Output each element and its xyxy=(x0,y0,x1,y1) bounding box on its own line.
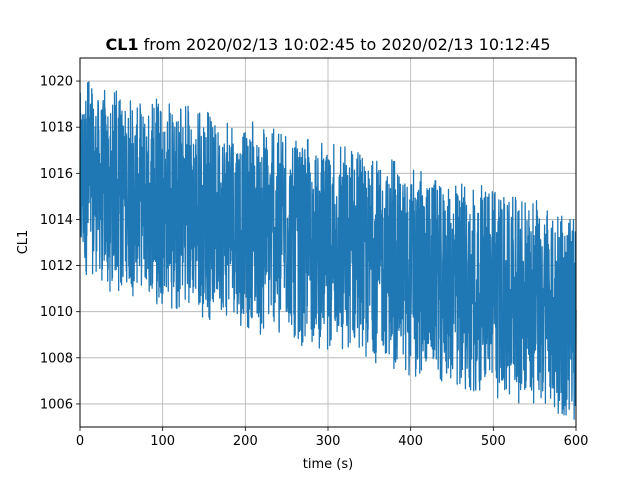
x-tick-label: 100 xyxy=(150,434,175,449)
y-tick-label: 1010 xyxy=(40,305,73,320)
y-tick-label: 1020 xyxy=(40,75,73,90)
y-tick-label: 1008 xyxy=(40,351,73,366)
x-tick-label: 600 xyxy=(564,434,589,449)
y-tick-label: 1012 xyxy=(40,259,73,274)
chart-title-bold: CL1 xyxy=(105,35,138,54)
y-axis-label: CL1 xyxy=(16,230,31,255)
y-tick-label: 1016 xyxy=(40,167,73,182)
x-axis-label: time (s) xyxy=(303,457,353,472)
axis-ticks: 0 100 200 300 400 500 600 1006 1008 1010 1012 1014 1… xyxy=(40,75,589,449)
x-tick-label: 500 xyxy=(481,434,506,449)
x-tick-label: 300 xyxy=(316,434,341,449)
chart-title: CL1 from 2020/02/13 10:02:45 to 2020/02/… xyxy=(105,35,550,54)
chart-title-rest: from 2020/02/13 10:02:45 to 2020/02/13 1… xyxy=(139,35,551,54)
x-tick-label: 400 xyxy=(398,434,423,449)
y-tick-label: 1006 xyxy=(40,397,73,412)
x-tick-label: 200 xyxy=(233,434,258,449)
series-line xyxy=(79,81,577,420)
x-tick-label: 0 xyxy=(76,434,84,449)
plot-area xyxy=(79,81,577,420)
y-tick-label: 1018 xyxy=(40,121,73,136)
y-tick-label: 1014 xyxy=(40,213,73,228)
